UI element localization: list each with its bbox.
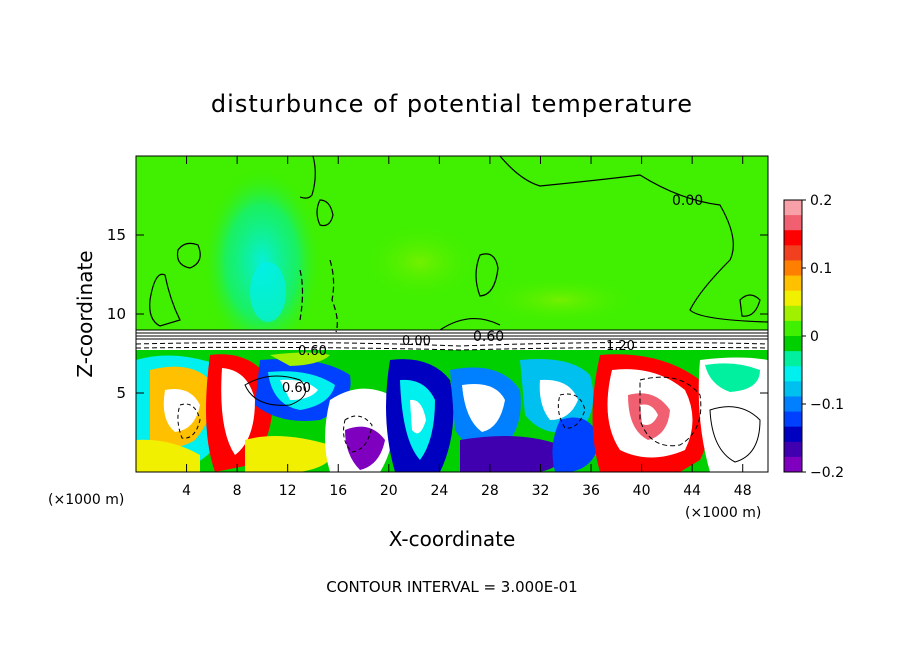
colorbar-swatch [784,215,802,231]
colorbar-label: 0.1 [810,261,832,277]
green-patch [360,222,480,302]
contour-label: 1.20 [606,339,635,354]
contour-label-group: 0.00 0.60 0.60 0.00 1.20 0.60 [282,193,703,396]
colorbar-swatch [784,411,802,428]
x-tick-label: 48 [734,483,752,499]
x-tick-label: 36 [582,483,600,499]
colorbar-ticks: 0.2 0.1 0 −0.1 −0.2 [802,193,844,481]
contour-label: 0.60 [473,329,504,345]
x-tick-label: 24 [430,483,448,499]
colorbar-swatch [784,230,802,246]
cyan-plume [202,167,322,357]
y-axis-label: Z-coordinate [73,250,97,377]
contour-interval-footer: CONTOUR INTERVAL = 3.000E-01 [326,578,577,596]
colorbar-swatch [784,260,802,277]
colorbar-swatch [784,366,802,382]
contour-label: 0.00 [672,193,703,209]
x-tick-label: 44 [683,483,701,499]
colorbar-swatch [784,351,802,367]
inversion-contours [136,329,768,351]
colorbar [784,200,802,473]
heatmap-field [136,156,768,472]
contour-label: 0.60 [298,344,327,359]
x-tick-label: 28 [481,483,499,499]
x-unit-label-right: (×1000 m) [685,505,761,521]
colorbar-swatch [784,245,802,261]
lower-contours [177,375,761,463]
x-tick-label: 32 [532,483,550,499]
colorbar-label: 0 [810,329,819,345]
cyan-plume-core [250,262,286,322]
colorbar-swatch [784,290,802,307]
contour-label: 0.60 [282,381,311,396]
colorbar-swatch [784,456,802,473]
colorbar-swatch [784,441,802,458]
x-axis-label: X-coordinate [389,527,516,551]
colorbar-swatch [784,396,802,413]
x-tick-label: 40 [633,483,651,499]
colorbar-swatch [784,426,802,443]
x-tick-label: 12 [279,483,297,499]
colorbar-label: 0.2 [810,193,832,209]
colorbar-swatch [784,381,802,397]
colorbar-swatch [784,200,802,216]
y-tick-label: 10 [107,305,126,323]
y-tick-label: 15 [107,226,126,244]
colorbar-label: −0.1 [810,397,844,413]
green-patch-2 [480,275,640,325]
x-tick-label: 8 [233,483,242,499]
x-tick-label: 16 [329,483,347,499]
y-axis: 5 10 15 [107,226,768,402]
colorbar-label: −0.2 [810,465,844,481]
x-tick-label: 4 [182,483,191,499]
x-axis: 4 8 12 16 20 24 28 32 36 40 44 48 [182,156,752,499]
colorbar-swatch [784,320,802,337]
contour-label: 0.00 [402,334,431,349]
x-tick-label: 20 [380,483,398,499]
contour-lines [149,156,768,333]
chart-title: disturbunce of potential temperature [211,90,693,118]
y-tick-label: 5 [116,384,126,402]
colorbar-swatch [784,336,802,352]
colorbar-swatch [784,275,802,292]
colorbar-swatch [784,305,802,322]
x-unit-label-left: (×1000 m) [48,492,124,508]
